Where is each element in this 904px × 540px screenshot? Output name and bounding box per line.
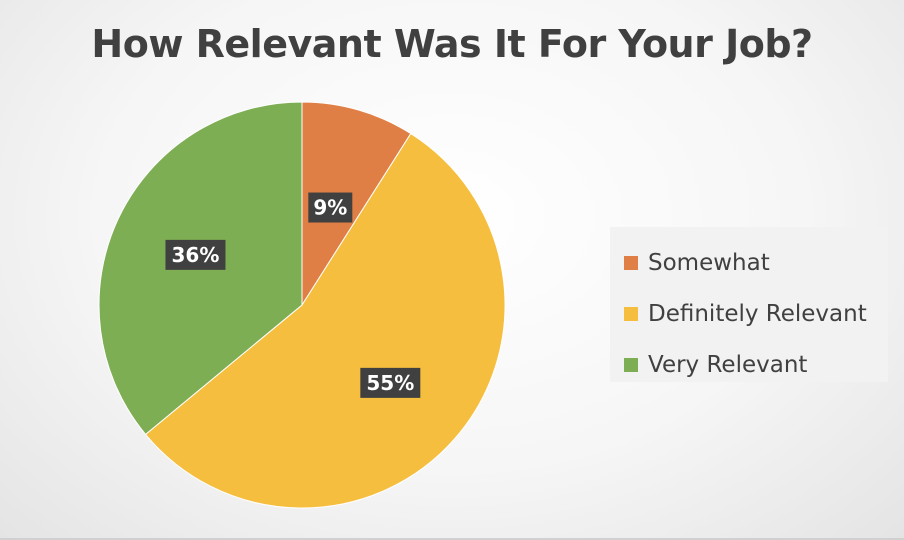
legend-item-somewhat: Somewhat — [610, 237, 888, 288]
data-label-very-relevant: 36% — [165, 239, 226, 270]
legend: Somewhat Definitely Relevant Very Releva… — [610, 227, 888, 382]
data-label-box — [308, 192, 353, 223]
legend-swatch-very-relevant — [624, 357, 638, 372]
legend-label-definitely-relevant: Definitely Relevant — [648, 300, 867, 327]
data-label-box — [360, 367, 421, 398]
legend-swatch-somewhat — [624, 255, 638, 270]
legend-swatch-definitely-relevant — [624, 306, 638, 321]
data-label-text: 9% — [313, 196, 347, 220]
pie-slice-somewhat — [301, 101, 412, 307]
legend-label-very-relevant: Very Relevant — [648, 351, 808, 378]
pie-data-labels: 9% 55% 36% — [165, 192, 421, 398]
legend-item-definitely-relevant: Definitely Relevant — [610, 288, 888, 339]
data-label-definitely-relevant: 55% — [360, 367, 421, 398]
data-label-box — [165, 239, 226, 270]
data-label-text: 55% — [366, 371, 414, 395]
pie-slices — [98, 101, 506, 509]
data-label-text: 36% — [172, 243, 220, 267]
legend-label-somewhat: Somewhat — [648, 249, 770, 276]
pie-slice-definitely-relevant — [144, 132, 506, 509]
bottom-rule — [0, 538, 904, 540]
data-label-somewhat: 9% — [308, 192, 353, 223]
legend-item-very-relevant: Very Relevant — [610, 339, 888, 390]
chart-title: How Relevant Was It For Your Job? — [91, 22, 813, 66]
